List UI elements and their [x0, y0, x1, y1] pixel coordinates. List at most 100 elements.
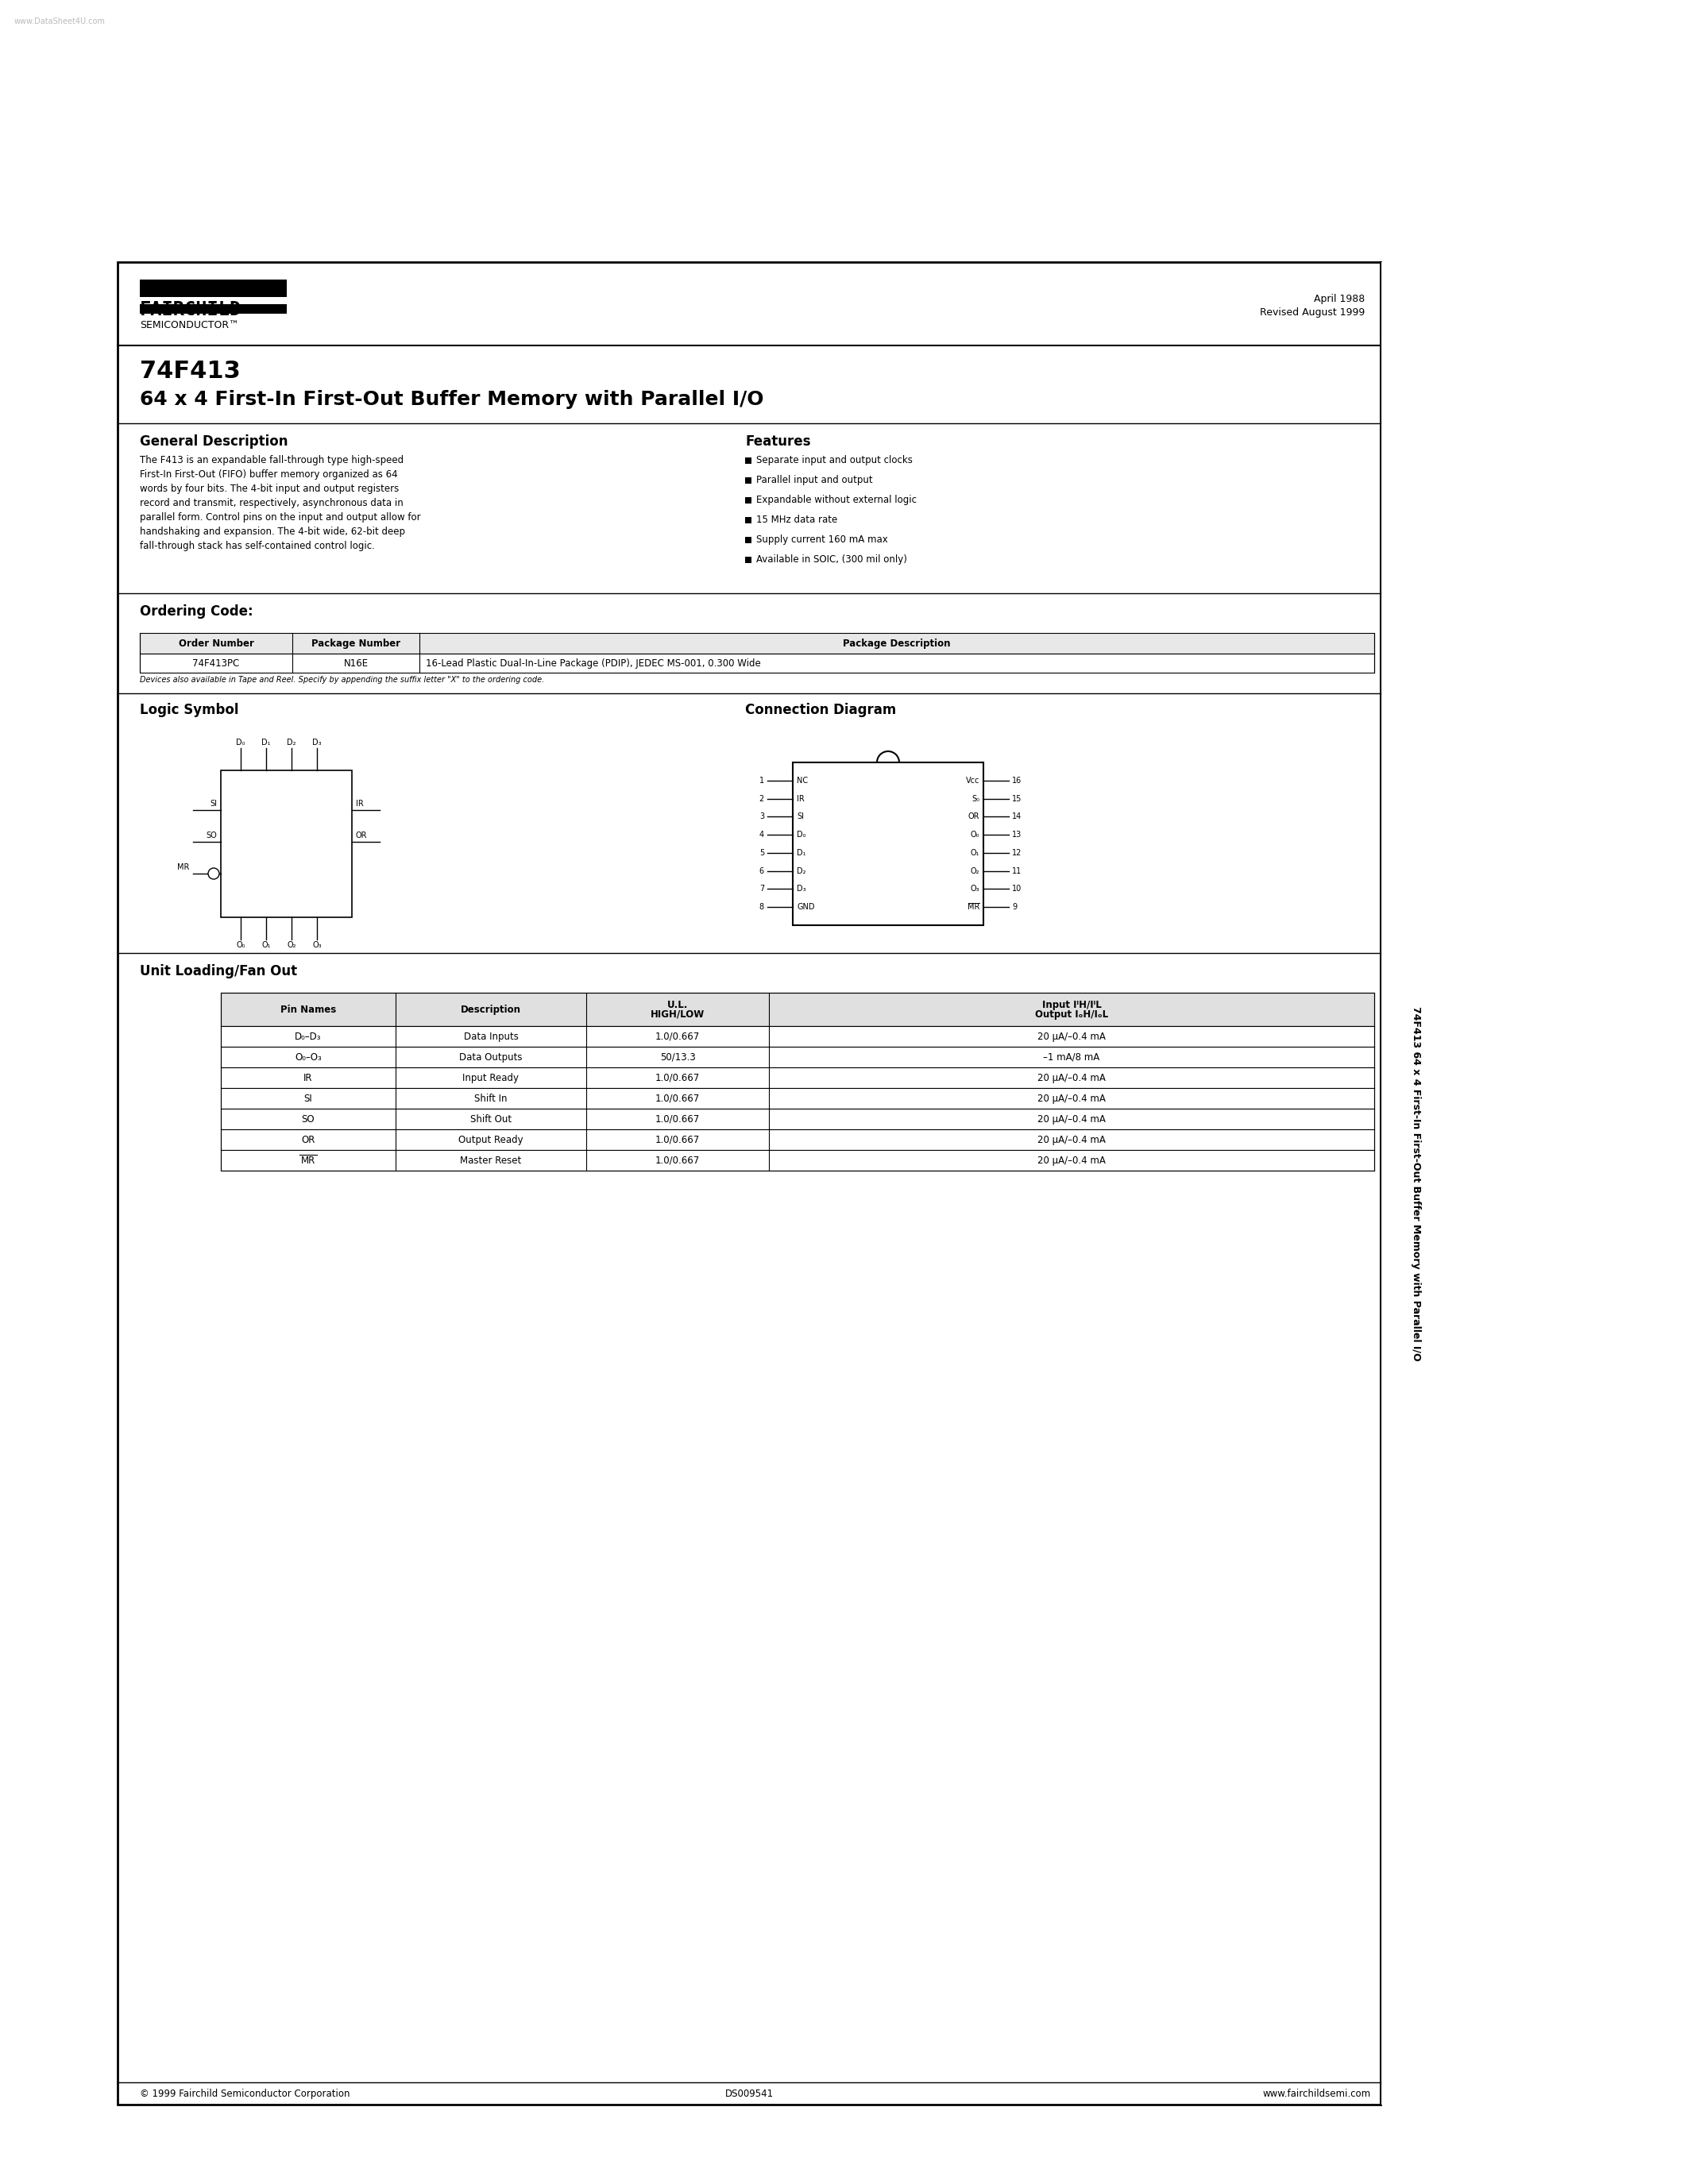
Bar [221, 1046, 1374, 1068]
Text: HIGH/LOW: HIGH/LOW [650, 1009, 704, 1020]
Text: O₁: O₁ [971, 850, 979, 856]
Text: 2: 2 [760, 795, 765, 802]
Text: Output Ready: Output Ready [459, 1133, 523, 1144]
Text: U.L.: U.L. [667, 1000, 689, 1009]
Text: Pin Names: Pin Names [280, 1005, 336, 1016]
Text: D₃: D₃ [312, 738, 321, 747]
Text: 15: 15 [1013, 795, 1021, 802]
Bar [221, 1026, 1374, 1046]
Bar [1381, 262, 1452, 2105]
Text: 20 μA/–0.4 mA: 20 μA/–0.4 mA [1038, 1155, 1106, 1166]
Text: 14: 14 [1013, 812, 1021, 821]
Text: IR: IR [356, 799, 363, 808]
Text: D₁: D₁ [262, 738, 270, 747]
Text: 74F413PC: 74F413PC [192, 657, 240, 668]
Bar [140, 653, 1374, 673]
Text: FAIRCHILD: FAIRCHILD [140, 299, 241, 319]
Text: Master Reset: Master Reset [461, 1155, 522, 1166]
Text: Parallel input and output: Parallel input and output [756, 474, 873, 485]
Text: 7: 7 [760, 885, 765, 893]
Text: 11: 11 [1013, 867, 1021, 876]
Text: 12: 12 [1013, 850, 1021, 856]
Bar [744, 498, 751, 505]
Text: 20 μA/–0.4 mA: 20 μA/–0.4 mA [1038, 1094, 1106, 1103]
Text: 1.0/0.667: 1.0/0.667 [655, 1114, 701, 1125]
Bar [744, 456, 751, 463]
Text: 64 x 4 First-In First-Out Buffer Memory with Parallel I/O: 64 x 4 First-In First-Out Buffer Memory … [140, 391, 763, 408]
Text: –1 mA/8 mA: –1 mA/8 mA [1043, 1053, 1101, 1061]
Text: Package Number: Package Number [311, 638, 400, 649]
Text: record and transmit, respectively, asynchronous data in: record and transmit, respectively, async… [140, 498, 403, 509]
Text: Data Inputs: Data Inputs [464, 1031, 518, 1042]
Text: 10: 10 [1013, 885, 1021, 893]
Text: OR: OR [356, 832, 368, 839]
Text: 1.0/0.667: 1.0/0.667 [655, 1155, 701, 1166]
Text: DS009541: DS009541 [724, 2088, 773, 2099]
Text: D₂: D₂ [287, 738, 295, 747]
Text: Package Description: Package Description [842, 638, 950, 649]
Text: 1.0/0.667: 1.0/0.667 [655, 1133, 701, 1144]
Text: O₃: O₃ [312, 941, 321, 950]
Text: Available in SOIC, (300 mil only): Available in SOIC, (300 mil only) [756, 555, 906, 566]
Text: MR: MR [300, 1155, 316, 1166]
Text: 15 MHz data rate: 15 MHz data rate [756, 515, 837, 524]
Text: 16-Lead Plastic Dual-In-Line Package (PDIP), JEDEC MS-001, 0.300 Wide: 16-Lead Plastic Dual-In-Line Package (PD… [425, 657, 761, 668]
Bar [221, 1068, 1374, 1088]
Text: Unit Loading/Fan Out: Unit Loading/Fan Out [140, 963, 297, 978]
Text: fall-through stack has self-contained control logic.: fall-through stack has self-contained co… [140, 542, 375, 550]
Text: 74F413: 74F413 [140, 360, 240, 382]
Text: 20 μA/–0.4 mA: 20 μA/–0.4 mA [1038, 1114, 1106, 1125]
Text: D₂: D₂ [797, 867, 805, 876]
Text: Connection Diagram: Connection Diagram [744, 703, 896, 716]
Text: IR: IR [797, 795, 805, 802]
Text: SI: SI [209, 799, 216, 808]
Text: General Description: General Description [140, 435, 289, 448]
Text: NC: NC [797, 778, 809, 784]
Text: SEMICONDUCTOR™: SEMICONDUCTOR™ [140, 321, 238, 330]
Text: 4: 4 [760, 830, 765, 839]
Bar [221, 1129, 1374, 1151]
Bar [140, 280, 287, 297]
Bar [140, 304, 287, 314]
Text: N16E: N16E [344, 657, 368, 668]
Text: O₀: O₀ [236, 941, 245, 950]
Text: OR: OR [300, 1133, 316, 1144]
Text: 1.0/0.667: 1.0/0.667 [655, 1094, 701, 1103]
Text: © 1999 Fairchild Semiconductor Corporation: © 1999 Fairchild Semiconductor Corporati… [140, 2088, 349, 2099]
Text: SO: SO [302, 1114, 314, 1125]
Text: O₃: O₃ [971, 885, 979, 893]
Text: Input IᴵH/IᴵL: Input IᴵH/IᴵL [1041, 1000, 1101, 1009]
Text: 6: 6 [760, 867, 765, 876]
Text: 1.0/0.667: 1.0/0.667 [655, 1072, 701, 1083]
Text: Data Outputs: Data Outputs [459, 1053, 523, 1061]
Bar [221, 1109, 1374, 1129]
Text: 20 μA/–0.4 mA: 20 μA/–0.4 mA [1038, 1133, 1106, 1144]
Text: Supply current 160 mA max: Supply current 160 mA max [756, 535, 888, 544]
Bar [744, 557, 751, 563]
Text: 20 μA/–0.4 mA: 20 μA/–0.4 mA [1038, 1031, 1106, 1042]
Bar [793, 762, 984, 926]
Text: O₁: O₁ [262, 941, 270, 950]
Text: D₀: D₀ [236, 738, 245, 747]
Bar [221, 1088, 1374, 1109]
Bar [221, 1151, 1374, 1171]
Text: 1: 1 [760, 778, 765, 784]
Bar [744, 478, 751, 483]
Text: Features: Features [744, 435, 810, 448]
Text: Vᴄᴄ: Vᴄᴄ [966, 778, 979, 784]
Text: Separate input and output clocks: Separate input and output clocks [756, 454, 913, 465]
Text: D₀: D₀ [797, 830, 805, 839]
Bar [744, 518, 751, 524]
Text: O₂: O₂ [971, 867, 979, 876]
Text: O₀–O₃: O₀–O₃ [295, 1053, 322, 1061]
Text: 9: 9 [1013, 904, 1016, 911]
Text: 16: 16 [1013, 778, 1021, 784]
Text: Ordering Code:: Ordering Code: [140, 605, 253, 618]
Bar [221, 771, 351, 917]
Text: April 1988: April 1988 [1313, 295, 1364, 304]
Text: IR: IR [304, 1072, 312, 1083]
Text: Output IₒH/IₒL: Output IₒH/IₒL [1035, 1009, 1107, 1020]
Text: SO: SO [206, 832, 216, 839]
Text: D₁: D₁ [797, 850, 805, 856]
Bar [118, 262, 1381, 2105]
